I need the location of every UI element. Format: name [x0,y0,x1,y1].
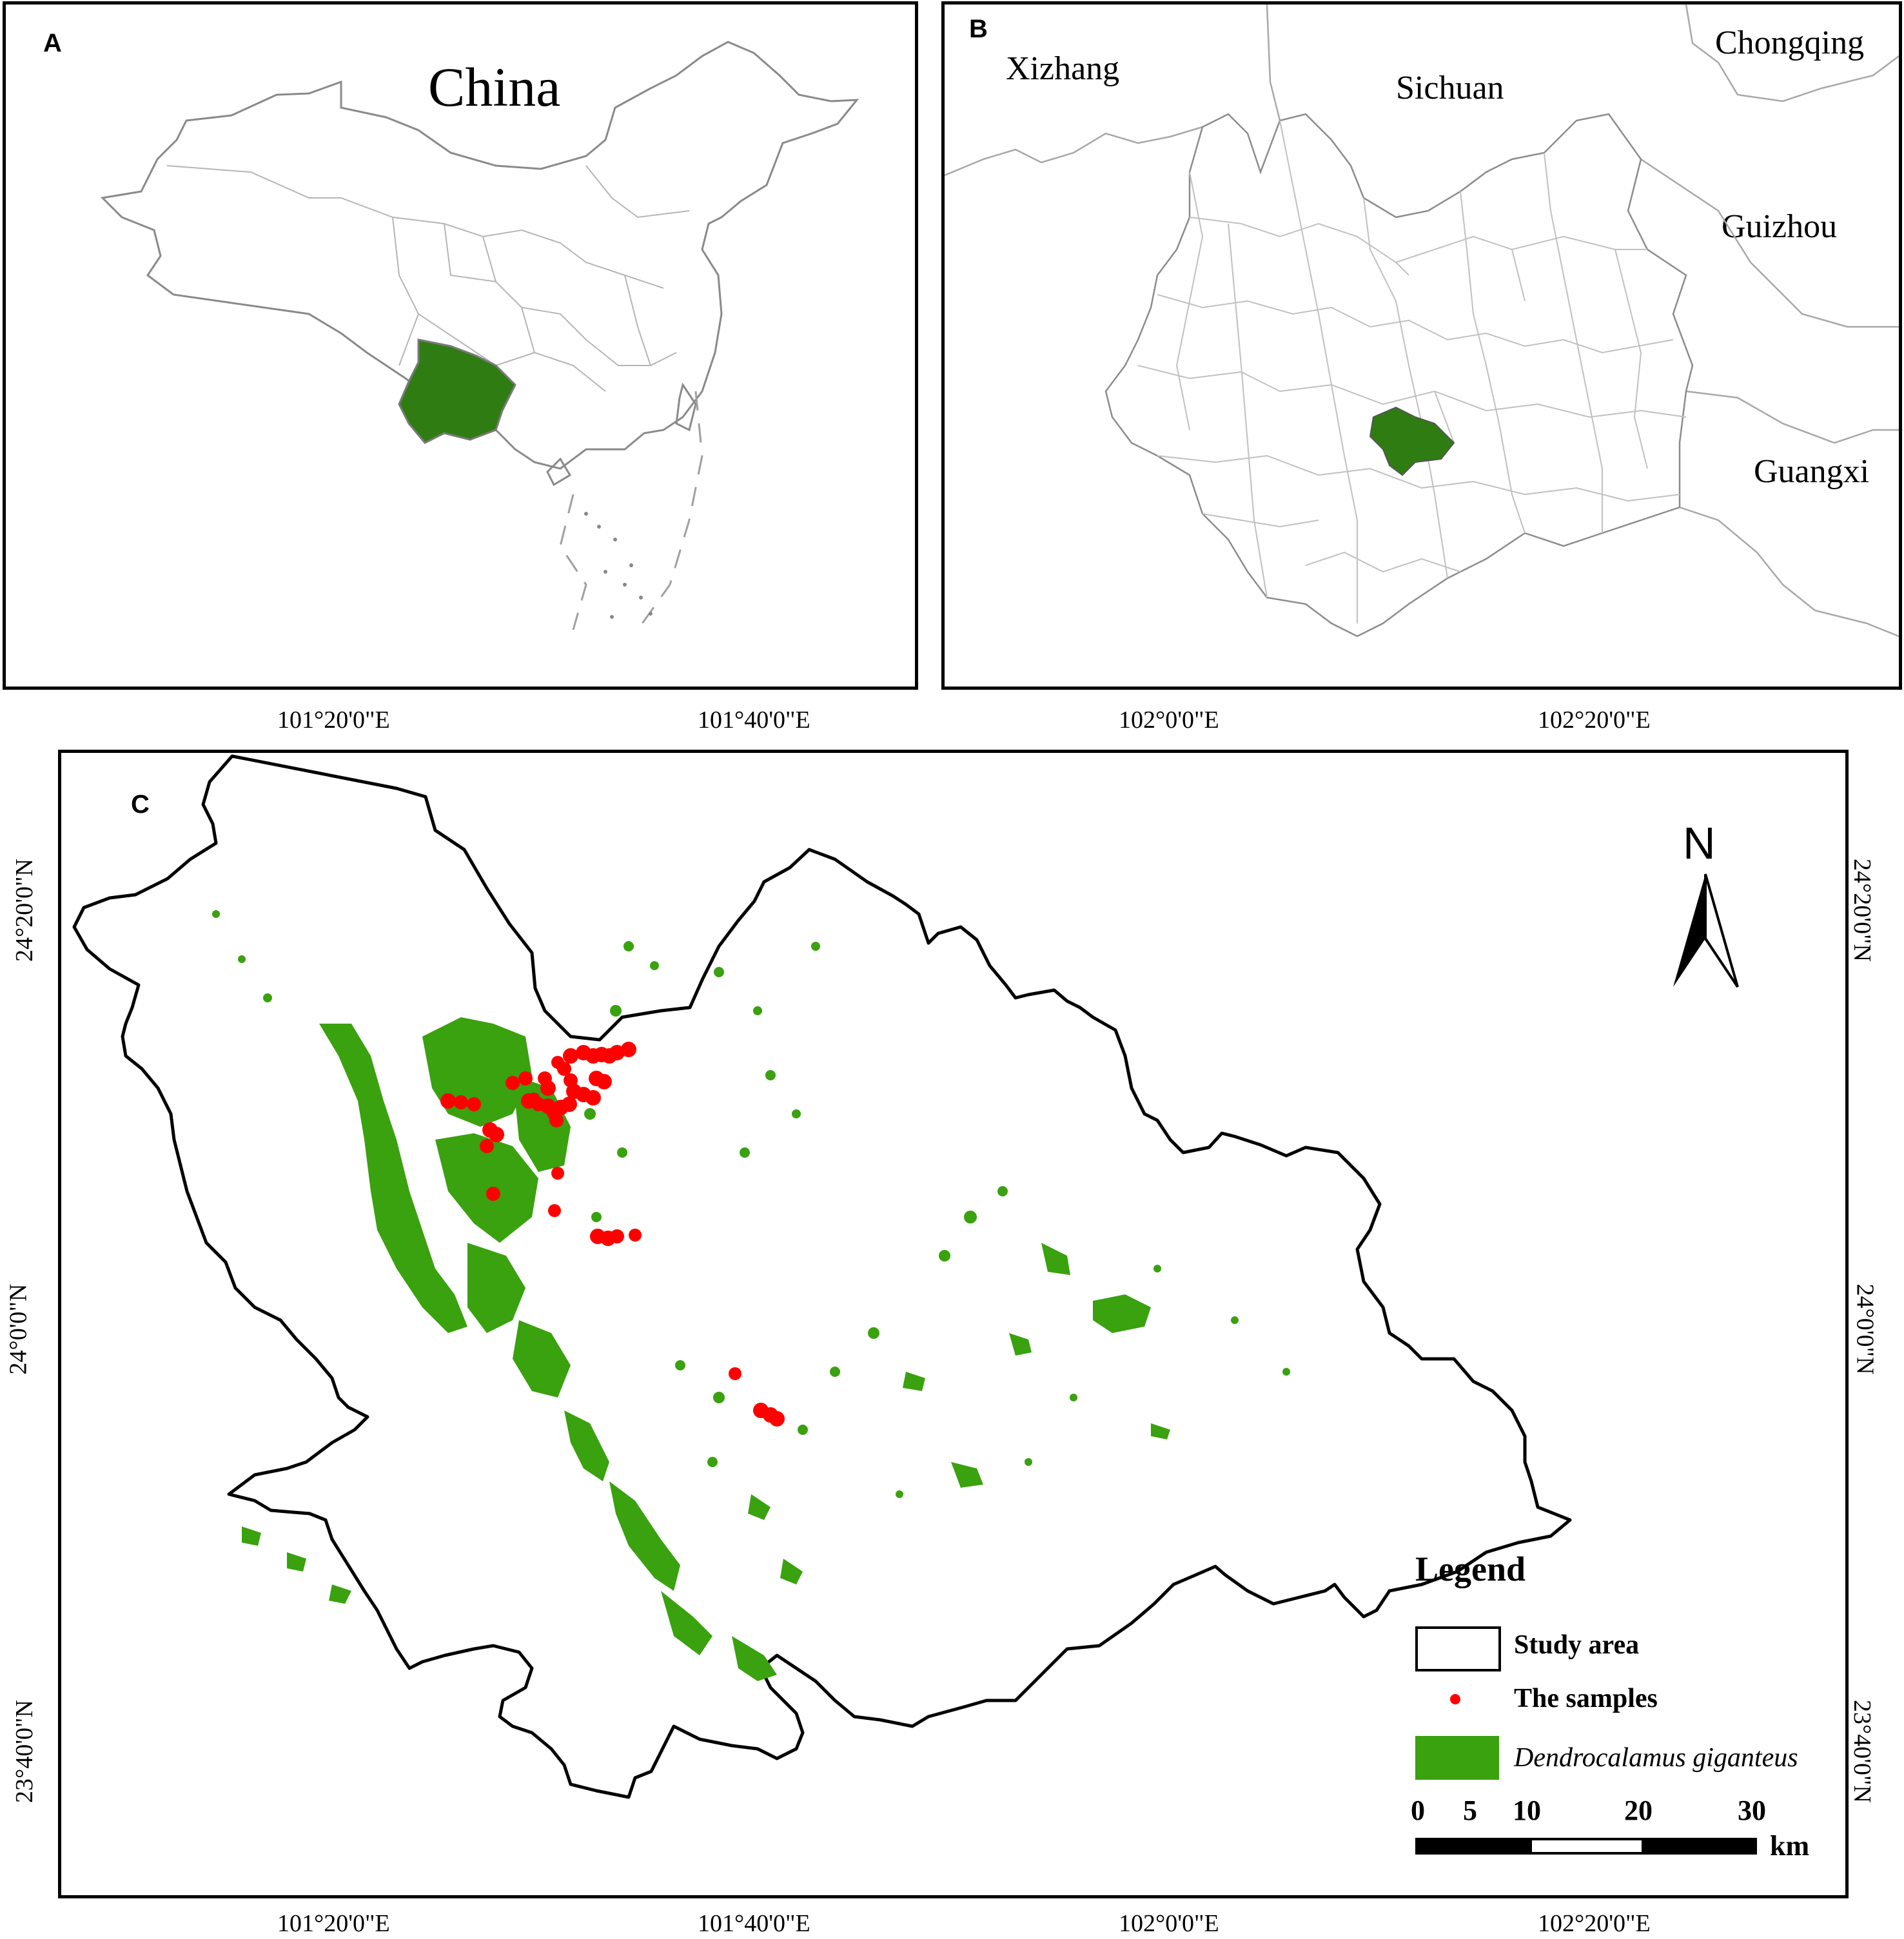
china-boundary [100,41,859,470]
region-label-chongqing: Chongqing [1715,24,1865,61]
right-tick-2: 24°0'0"N [1851,1283,1879,1375]
legend-study-area-label: Study area [1514,1630,1640,1660]
left-tick-3: 23°40'0"N [11,1700,38,1803]
study-area-highlight [1369,406,1455,476]
bottom-tick-4: 102°20'0"E [1538,1910,1651,1937]
region-label-sichuan: Sichuan [1396,70,1504,106]
china-title: China [428,56,561,118]
scale-tick-30: 30 [1738,1795,1766,1826]
sample-points [440,1042,785,1427]
north-arrow-label: N [1683,818,1716,868]
bottom-tick-2: 101°40'0"E [698,1910,810,1937]
study-area-map [72,754,1572,1799]
region-label-guizhou: Guizhou [1722,208,1838,245]
study-area-boundary [72,754,1572,1799]
region-label-guangxi: Guangxi [1754,453,1870,490]
panel-a-china-map: A China [3,1,918,690]
left-tick-2: 24°0'0"N [5,1283,32,1375]
left-tick-1: 24°20'0"N [11,859,38,962]
legend-species-swatch [1415,1736,1499,1780]
scale-tick-10: 10 [1513,1795,1541,1826]
top-tick-3: 102°0'0"E [1119,706,1219,734]
bottom-tick-3: 102°0'0"E [1119,1910,1219,1937]
legend-samples-label: The samples [1514,1684,1658,1713]
scale-bar [1415,1838,1757,1855]
top-tick-4: 102°20'0"E [1538,706,1651,734]
panel-b-label: B [969,15,988,43]
yunnan-province-outline [1104,113,1694,638]
panel-a-label: A [43,29,62,57]
top-tick-1: 101°20'0"E [277,706,390,734]
legend-title: Legend [1415,1550,1526,1588]
scale-tick-0: 0 [1411,1795,1425,1826]
legend-sample-swatch [1450,1694,1460,1704]
scale-unit: km [1770,1830,1810,1862]
panel-c-label: C [131,790,150,819]
top-tick-2: 101°40'0"E [698,706,810,734]
right-tick-3: 23°40'0"N [1849,1700,1876,1803]
region-label-xizhang: Xizhang [1006,50,1120,87]
china-outline-map [100,41,859,630]
legend-study-area-swatch [1415,1626,1501,1671]
north-arrow-icon [1673,873,1739,988]
panel-b-yunnan-map: B Xizhang Sichuan Chongqing Guizhou Guan… [941,1,1902,690]
yunnan-highlight [398,338,516,444]
bottom-tick-1: 101°20'0"E [277,1910,390,1937]
right-tick-1: 24°20'0"N [1849,859,1876,962]
legend-species-label: Dendrocalamus giganteus [1514,1743,1798,1773]
scale-tick-20: 20 [1624,1795,1653,1826]
scale-tick-5: 5 [1463,1795,1477,1826]
yunnan-counties-map [945,5,1899,638]
species-distribution [212,910,1290,1681]
panel-c-study-area-map: C [58,750,1849,1898]
